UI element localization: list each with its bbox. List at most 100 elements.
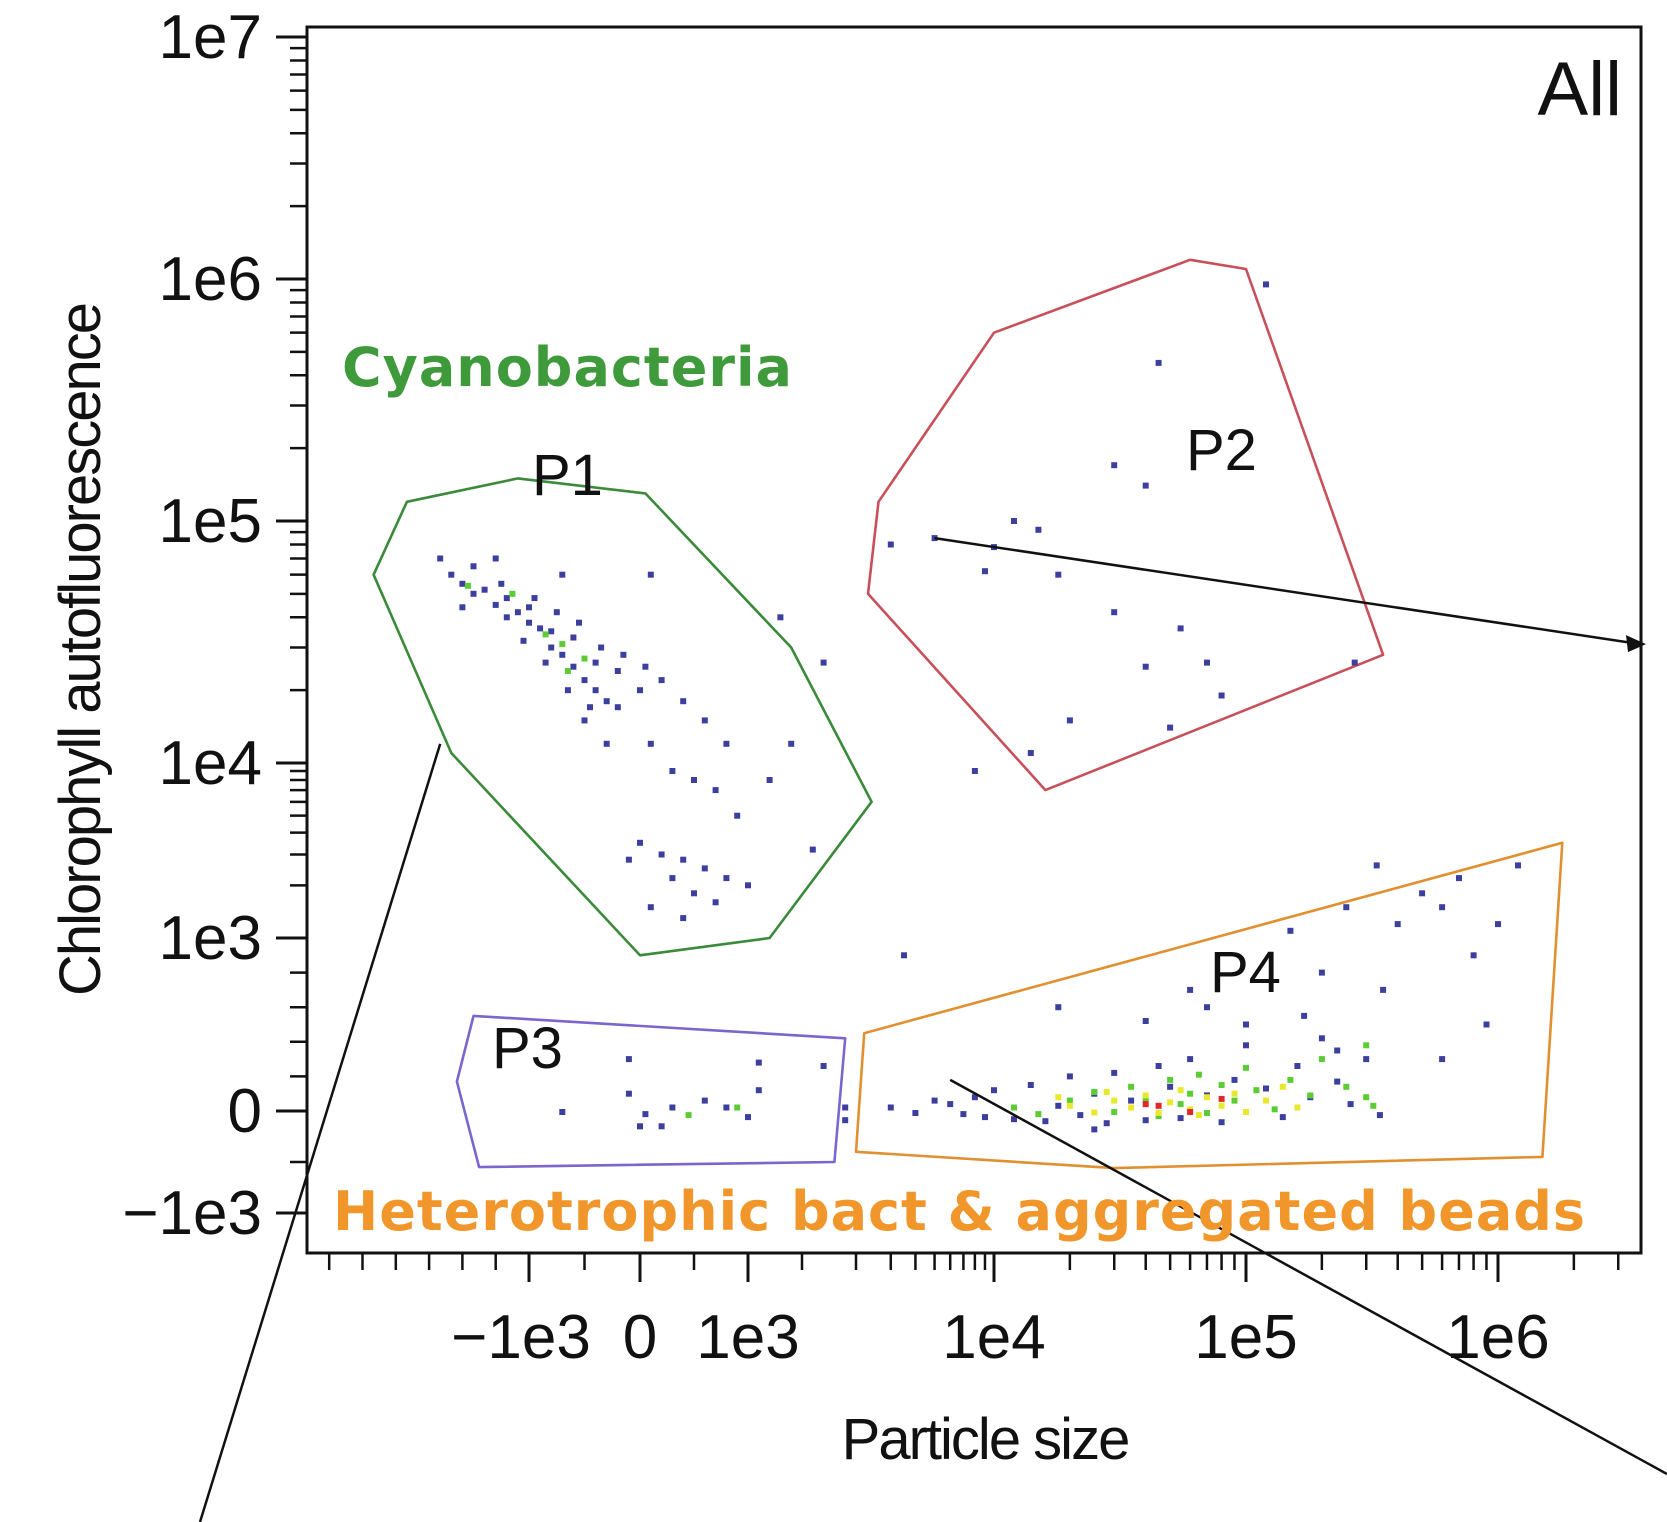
events <box>437 281 1521 1133</box>
event-dot <box>1363 1056 1370 1063</box>
event-dot <box>734 1104 741 1111</box>
event-dot <box>1111 462 1118 469</box>
x-tick-label: 0 <box>623 1303 657 1372</box>
event-dot <box>1111 1069 1118 1076</box>
event-dot <box>1055 1004 1062 1011</box>
event-dot <box>1187 1090 1194 1097</box>
event-dot <box>1483 1021 1490 1028</box>
event-dot <box>1294 1104 1301 1111</box>
event-dot <box>470 563 477 570</box>
event-dot <box>701 1097 708 1104</box>
event-dot <box>1347 1101 1354 1108</box>
zoom-line-p4 <box>949 1078 1667 1476</box>
event-dot <box>1204 1110 1210 1116</box>
event-dot <box>1370 1102 1377 1109</box>
event-dot <box>1218 1119 1225 1126</box>
event-dot <box>1495 921 1501 928</box>
event-dot <box>1373 862 1380 869</box>
event-dot <box>526 604 532 611</box>
event-dot <box>448 571 455 578</box>
gate-label-p1: P1 <box>532 443 603 508</box>
event-dot <box>842 1104 849 1111</box>
event-dot <box>669 768 676 774</box>
event-dot <box>625 1056 632 1063</box>
event-dot <box>1195 1112 1202 1119</box>
y-tick-label: −1e3 <box>122 1179 262 1248</box>
event-dot <box>960 1111 967 1118</box>
event-dot <box>1363 1042 1370 1049</box>
event-dot <box>1318 969 1325 976</box>
event-dot <box>912 1110 919 1116</box>
event-dot <box>685 1112 692 1119</box>
event-dot <box>647 571 654 578</box>
event-dot <box>1055 1102 1062 1109</box>
event-dot <box>723 875 730 882</box>
event-dot <box>680 698 687 705</box>
gate-label-p4: P4 <box>1210 940 1281 1005</box>
event-dot <box>1334 1078 1341 1085</box>
event-dot <box>1231 1076 1238 1083</box>
event-dot <box>542 631 549 638</box>
event-dot <box>637 687 643 694</box>
event-dot <box>548 644 555 651</box>
event-dot <box>542 659 549 666</box>
event-dot <box>531 595 538 602</box>
event-dot <box>1243 1042 1249 1049</box>
event-dot <box>755 1059 762 1066</box>
y-axis-title: Chlorophyll autofluorescence <box>48 304 113 996</box>
event-dot <box>1343 904 1350 911</box>
event-dot <box>1042 1118 1049 1125</box>
x-tick-label: 1e3 <box>696 1303 799 1372</box>
x-tick-label: 1e6 <box>1446 1303 1549 1372</box>
event-dot <box>1334 1047 1341 1054</box>
event-dot <box>1263 281 1269 288</box>
event-dot <box>947 1101 954 1108</box>
event-dot <box>766 777 773 783</box>
gate-label-p2: P2 <box>1186 418 1257 483</box>
event-dot <box>887 1104 894 1111</box>
annotation-lines <box>198 536 1667 1522</box>
event-dot <box>1066 717 1073 724</box>
event-dot <box>1271 1106 1278 1113</box>
y-tick-label: 1e6 <box>159 245 262 314</box>
event-dot <box>1142 1095 1149 1102</box>
event-dot <box>982 1114 988 1121</box>
event-dot <box>1066 1097 1073 1104</box>
event-dot <box>669 875 676 882</box>
event-dot <box>1218 692 1225 699</box>
event-dot <box>788 740 795 747</box>
event-dot <box>1142 1018 1149 1024</box>
event-dot <box>587 704 593 711</box>
event-dot <box>1243 1109 1249 1115</box>
event-dot <box>1218 1102 1225 1109</box>
event-dot <box>701 717 708 724</box>
y-tick-label: 0 <box>228 1077 262 1146</box>
event-dot <box>526 619 532 626</box>
event-dot <box>537 625 544 632</box>
event-dot <box>1204 659 1210 666</box>
panel-label: All <box>1538 47 1622 132</box>
x-axis: −1e3 0 1e3 1e4 1e5 1e6 <box>327 1253 1620 1372</box>
event-dot <box>1318 1035 1325 1042</box>
event-dot <box>1011 518 1017 524</box>
event-dot <box>1167 1083 1174 1090</box>
event-dot <box>734 812 741 819</box>
event-dot <box>1218 1082 1225 1088</box>
event-dot <box>625 1090 632 1097</box>
event-dot <box>1287 1076 1294 1083</box>
event-dot <box>658 851 665 858</box>
event-dot <box>1027 1082 1034 1088</box>
event-dot <box>691 890 697 897</box>
event-dot <box>1307 1092 1314 1099</box>
event-dot <box>1155 1102 1162 1109</box>
event-dot <box>723 1104 730 1111</box>
event-dot <box>570 663 577 670</box>
event-dot <box>564 687 571 694</box>
gate-p2 <box>866 258 1385 792</box>
event-dot <box>625 856 632 863</box>
event-dot <box>1103 1089 1110 1095</box>
event-dot <box>1515 862 1521 869</box>
x-tick-label: −1e3 <box>451 1303 591 1372</box>
event-dot <box>1394 921 1401 928</box>
